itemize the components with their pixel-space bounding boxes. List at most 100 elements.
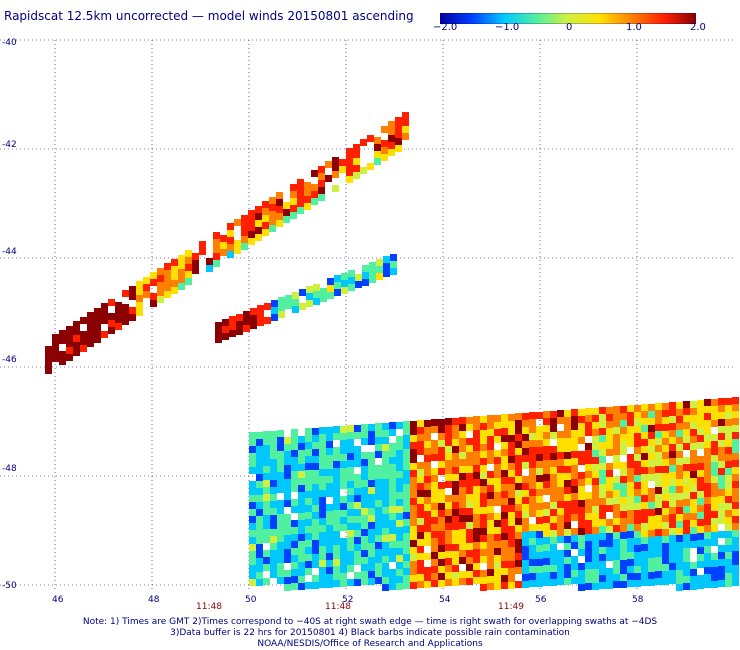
wind-cell — [592, 527, 599, 534]
wind-cell — [536, 580, 543, 587]
wind-cell — [410, 505, 417, 512]
wind-cell — [648, 404, 655, 411]
wind-cell — [326, 441, 333, 448]
wind-cell — [403, 470, 410, 477]
wind-cell — [284, 535, 291, 542]
wind-cell — [375, 486, 382, 493]
wind-cell — [585, 548, 592, 555]
wind-cell — [263, 515, 270, 522]
wind-cell — [522, 546, 529, 553]
wind-cell — [445, 439, 452, 446]
wind-cell — [270, 501, 277, 508]
wind-cell — [284, 521, 291, 528]
wind-cell — [655, 452, 662, 459]
wind-cell — [592, 478, 599, 485]
wind-cell — [270, 473, 277, 480]
wind-cell — [382, 437, 389, 444]
wind-cell — [325, 161, 332, 168]
wind-cell — [613, 560, 620, 567]
wind-cell — [136, 288, 143, 295]
wind-cell — [620, 511, 627, 518]
wind-cell — [347, 425, 354, 432]
wind-cell — [354, 523, 361, 530]
wind-cell — [381, 126, 388, 133]
wind-cell — [718, 580, 725, 587]
wind-cell — [564, 515, 571, 522]
wind-cell — [620, 448, 627, 455]
wind-cell — [662, 494, 669, 501]
wind-cell — [592, 534, 599, 541]
wind-cell — [340, 482, 347, 489]
wind-cell — [550, 572, 557, 579]
wind-cell — [732, 481, 739, 488]
wind-cell — [529, 419, 536, 426]
wind-cell — [382, 521, 389, 528]
wind-cell — [277, 500, 284, 507]
wind-cell — [431, 517, 438, 524]
wind-cell — [704, 518, 711, 525]
wind-cell — [725, 503, 732, 510]
wind-cell — [655, 578, 662, 585]
wind-cell — [376, 259, 383, 266]
wind-cell — [360, 139, 367, 146]
wind-cell — [648, 572, 655, 579]
wind-cell — [270, 494, 277, 501]
wind-cell — [94, 336, 101, 343]
wind-cell — [298, 513, 305, 520]
wind-cell — [690, 569, 697, 576]
wind-cell — [732, 418, 739, 425]
wind-cell — [459, 438, 466, 445]
wind-cell — [354, 446, 361, 453]
wind-cell — [353, 172, 360, 179]
wind-cell — [277, 507, 284, 514]
wind-cell — [417, 574, 424, 581]
wind-cell — [487, 478, 494, 485]
wind-cell — [634, 482, 641, 489]
wind-cell — [157, 268, 164, 275]
wind-cell — [620, 483, 627, 490]
wind-cell — [284, 549, 291, 556]
wind-cell — [257, 319, 264, 326]
wind-cell — [375, 500, 382, 507]
wind-cell — [620, 539, 627, 546]
wind-cell — [606, 554, 613, 561]
wind-cell — [641, 530, 648, 537]
wind-cell — [508, 484, 515, 491]
wind-cell — [59, 337, 66, 344]
wind-cell — [333, 433, 340, 440]
wind-cell — [424, 427, 431, 434]
wind-cell — [732, 397, 739, 404]
wind-cell — [571, 542, 578, 549]
wind-cell — [424, 420, 431, 427]
wind-cell — [550, 551, 557, 558]
wind-cell — [648, 509, 655, 516]
wind-cell — [291, 436, 298, 443]
wind-cell — [522, 413, 529, 420]
wind-cell — [578, 409, 585, 416]
wind-cell — [277, 556, 284, 563]
wind-cell — [459, 550, 466, 557]
wind-cell — [87, 319, 94, 326]
wind-cell — [550, 579, 557, 586]
wind-cell — [333, 461, 340, 468]
wind-cell — [627, 538, 634, 545]
wind-cell — [459, 452, 466, 459]
wind-cell — [410, 554, 417, 561]
wind-cell — [403, 568, 410, 575]
wind-cell — [690, 492, 697, 499]
wind-cell — [431, 447, 438, 454]
wind-cell — [334, 282, 341, 289]
wind-cell — [319, 539, 326, 546]
wind-cell — [725, 468, 732, 475]
wind-cell — [690, 464, 697, 471]
wind-cell — [459, 557, 466, 564]
wind-cell — [480, 577, 487, 584]
wind-cell — [347, 502, 354, 509]
wind-cell — [522, 462, 529, 469]
wind-cell — [515, 518, 522, 525]
wind-cell — [599, 435, 606, 442]
wind-cell — [599, 547, 606, 554]
wind-cell — [136, 295, 143, 302]
wind-cell — [319, 553, 326, 560]
wind-cell — [683, 513, 690, 520]
